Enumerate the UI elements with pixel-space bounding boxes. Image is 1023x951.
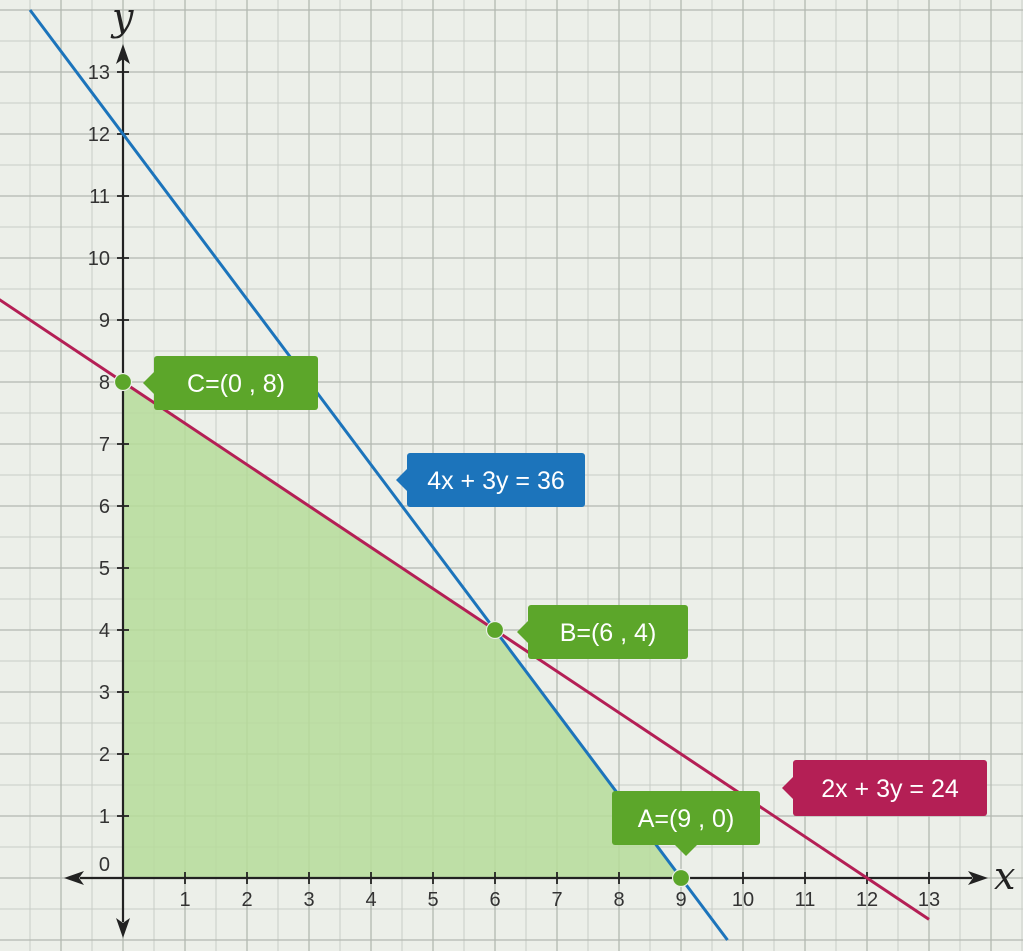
callout-line-2-box [793,760,987,816]
callout-line-2: 2x + 3y = 24 [782,760,987,816]
callout-point-a-pointer [674,844,698,856]
y-axis-arrow-down [116,918,130,938]
callout-point-c-text: C=(0 , 8) [187,370,285,398]
callout-line-2-text: 2x + 3y = 24 [821,775,959,803]
vertex-point [671,868,691,888]
feasible-region [123,382,681,878]
x-tick-label: 7 [551,889,562,911]
callouts: C=(0 , 8) B=(6 , 4) A=(9 , 0) 4x + 3y = 36 2… [143,356,987,856]
callout-point-c: C=(0 , 8) [143,356,318,410]
x-tick-label: 3 [303,889,314,911]
x-tick-label: 5 [427,889,438,911]
y-tick-label: 9 [99,310,110,332]
x-tick-label: 1 [179,889,190,911]
y-tick-label: 5 [99,558,110,580]
y-tick-label: 1 [99,806,110,828]
callout-point-b: B=(6 , 4) [517,605,688,659]
vertex-points [113,372,691,888]
callout-line-1: 4x + 3y = 36 [396,453,585,507]
y-tick-label: 2 [99,744,110,766]
callout-line-1-text: 4x + 3y = 36 [427,467,565,495]
callout-line-1-pointer [396,468,408,492]
x-tick-label: 9 [675,889,686,911]
callout-point-a-text: A=(9 , 0) [638,805,735,833]
vertex-point [485,620,505,640]
x-tick-label: 4 [365,889,376,911]
x-tick-label: 13 [918,889,940,911]
callout-line-2-pointer [782,776,794,800]
callout-point-b-box [528,605,688,659]
callout-point-b-pointer [517,620,529,644]
axes [64,44,988,938]
x-tick-label: 12 [856,889,878,911]
x-tick-label: 11 [795,889,816,911]
y-tick-label: 3 [99,682,110,704]
y-tick-label: 10 [88,248,110,270]
y-tick-label: 7 [99,434,110,456]
constraint-line [28,9,729,941]
callout-point-b-text: B=(6 , 4) [560,619,657,647]
x-axis-arrow-right [968,871,988,885]
x-tick-label: 6 [489,889,500,911]
vertex-point [113,372,133,392]
y-tick-label: 4 [99,620,110,642]
y-axis-arrow-up [116,44,130,64]
x-tick-label: 2 [241,889,252,911]
y-tick-label: 12 [88,124,110,146]
y-tick-label: 8 [99,372,110,394]
y-tick-label: 13 [88,62,110,84]
callout-point-c-pointer [143,371,155,395]
y-tick-label: 11 [89,186,110,208]
callout-point-c-box [154,356,318,410]
callout-point-a-box [612,791,760,845]
callout-point-a: A=(9 , 0) [612,791,760,856]
y-tick-label: 6 [99,496,110,518]
x-tick-labels: 1 2 3 4 5 6 7 8 9 10 11 12 13 [179,889,940,911]
tick-marks [117,71,930,884]
x-axis-label: x [994,854,1015,898]
x-tick-label: 8 [613,889,624,911]
y-axis-label: y [110,0,134,39]
y-tick-label: 0 [99,854,110,876]
x-axis-arrow-left [64,871,84,885]
callout-line-1-box [407,453,585,507]
x-tick-label: 10 [732,889,754,911]
